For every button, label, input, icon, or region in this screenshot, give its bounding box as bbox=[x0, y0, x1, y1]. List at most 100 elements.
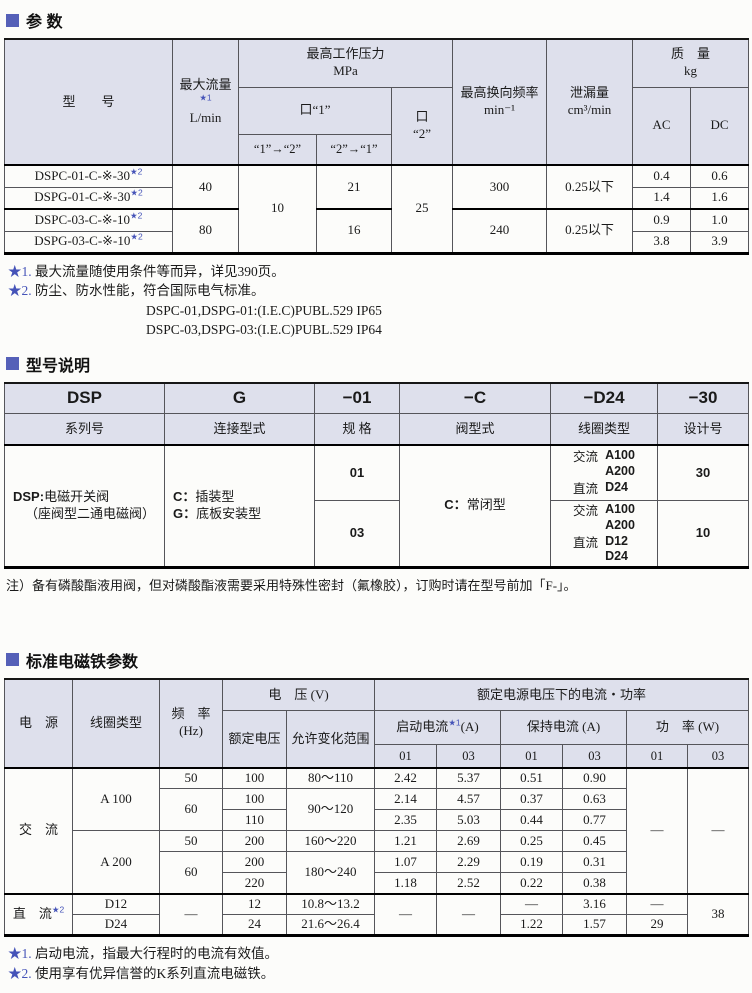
label-series: 系列号 bbox=[4, 413, 165, 446]
hz-cell: — bbox=[159, 892, 223, 937]
section-bullet-icon bbox=[6, 653, 19, 667]
table-row: D24 24 21.6～26.4 1.22 1.57 29 bbox=[5, 914, 749, 937]
header-mass: 质 量 kg bbox=[631, 38, 750, 88]
section-title-parameters: 参 数 bbox=[6, 8, 748, 32]
header-coil-type: 线圈类型 bbox=[72, 678, 160, 769]
footnote-ref: ★2 bbox=[130, 166, 143, 177]
footnote: ★2. 防尘、防水性能，符合国际电气标准。 bbox=[8, 283, 265, 299]
hz-cell: 50 bbox=[159, 766, 223, 790]
model-designation-note: 注）备有磷酸酯液用阀，但对磷酸酯液需要采用特殊性密封（氟橡胶），订购时请在型号前… bbox=[6, 577, 577, 593]
label-design: 设计号 bbox=[657, 413, 749, 446]
footnote-ref: ★1 bbox=[199, 92, 212, 103]
header-max-pressure: 最高工作压力 MPa bbox=[238, 38, 453, 88]
model-cell: DSPC-01-C-※-30★2 bbox=[4, 164, 173, 188]
inrush-01-cell: 1.21 bbox=[374, 830, 438, 853]
inrush-01-cell: 2.14 bbox=[374, 788, 438, 811]
label-valve-type: 阀型式 bbox=[399, 413, 551, 446]
parameters-footnotes: ★1. 最大流量随使用条件等而异，详见390页。 ★2. 防尘、防水性能，符合国… bbox=[8, 262, 748, 340]
connection-desc-cell: C：插装型 G：底板安装型 bbox=[164, 443, 315, 568]
coil-cell: A 100 bbox=[72, 766, 160, 832]
footnote-ref: ★2 bbox=[130, 210, 143, 221]
rated-v-cell: 24 bbox=[222, 914, 287, 937]
leakage-cell: 0.25以下 bbox=[546, 164, 633, 210]
power-dc-cell: 直 流★2 bbox=[4, 892, 73, 937]
footnote-ref: ★1 bbox=[448, 717, 461, 728]
hold-03-cell: 0.63 bbox=[562, 788, 628, 811]
power-01-cell: — bbox=[626, 766, 689, 895]
power-ac-cell: 交 流 bbox=[4, 766, 73, 895]
footnote: ★1. 启动电流，指最大行程时的电流有效值。 bbox=[8, 946, 278, 962]
header-frequency: 频 率 (Hz) bbox=[159, 678, 223, 769]
mass-ac-cell: 0.4 bbox=[632, 164, 691, 188]
header-size-03: 03 bbox=[687, 744, 750, 769]
inrush-03-cell: — bbox=[436, 892, 502, 937]
parameters-table: 型 号 最大流量★1 L/min 最高工作压力 MPa 最高换向频率 min⁻¹ 泄… bbox=[4, 38, 750, 255]
header-size-03: 03 bbox=[436, 744, 502, 769]
code-series: DSP bbox=[4, 382, 165, 415]
table-row: 交 流 A 100 50 100 80～110 2.42 5.37 0.51 0… bbox=[4, 766, 750, 895]
pressure-2to1-cell: 16 bbox=[316, 208, 392, 254]
inrush-03-cell: 5.37 bbox=[436, 766, 502, 790]
hold-01-cell: 0.51 bbox=[500, 766, 564, 790]
code-coil-type: −D24 bbox=[550, 382, 658, 415]
header-size-01: 01 bbox=[500, 744, 564, 769]
header-voltage-range: 允许变化范围 bbox=[285, 710, 376, 769]
header-dir-2to1: “2”→“1” bbox=[316, 133, 392, 166]
flow-cell: 80 bbox=[172, 208, 239, 254]
inrush-01-cell: 2.42 bbox=[374, 766, 438, 790]
model-cell: DSPG-03-C-※-10★2 bbox=[4, 230, 173, 254]
range-cell: 10.8～13.2 bbox=[285, 892, 376, 916]
header-model: 型 号 bbox=[4, 38, 173, 166]
pressure-1to2-cell: 10 bbox=[238, 164, 317, 254]
range-cell: 80～110 bbox=[285, 766, 376, 790]
header-voltage: 电 压 (V) bbox=[221, 678, 376, 712]
section-title-text: 型号说明 bbox=[26, 357, 91, 375]
header-size-03: 03 bbox=[562, 744, 628, 769]
range-cell: 21.6～26.4 bbox=[285, 914, 376, 937]
coil-type-cell: 交流 A100 A200 直流 D24 bbox=[550, 443, 658, 502]
code-design: −30 bbox=[657, 382, 749, 415]
hold-01-cell: 0.19 bbox=[500, 851, 564, 874]
footnote: ★1. 最大流量随使用条件等而异，详见390页。 bbox=[8, 263, 285, 279]
hz-cell: 50 bbox=[159, 830, 223, 853]
hold-03-cell: 0.77 bbox=[562, 809, 628, 832]
coil-cell: D12 bbox=[72, 892, 160, 916]
hz-cell: 60 bbox=[159, 851, 223, 895]
label-coil-type: 线圈类型 bbox=[550, 413, 658, 446]
power-03-cell: — bbox=[687, 766, 750, 895]
hold-01-cell: 1.22 bbox=[500, 914, 564, 937]
model-designation-table: DSP G −01 −C −D24 −30 系列号 连接型式 规 格 阀型式 线… bbox=[4, 381, 749, 569]
table-row: A 200 50 200 160～220 1.21 2.69 0.25 0.45 bbox=[5, 830, 749, 895]
inrush-01-cell: 1.07 bbox=[374, 851, 438, 874]
model-cell: DSPC-03-C-※-10★2 bbox=[4, 208, 173, 232]
hold-03-cell: 3.16 bbox=[562, 892, 628, 916]
mass-dc-cell: 0.6 bbox=[689, 164, 750, 188]
hold-03-cell: 0.90 bbox=[562, 766, 628, 790]
section-title-model-designation: 型号说明 bbox=[6, 352, 748, 376]
solenoid-footnotes: ★1. 启动电流，指最大行程时的电流有效值。 ★2. 使用享有优异信誉的K系列直… bbox=[8, 944, 748, 983]
flow-cell: 40 bbox=[172, 164, 239, 210]
port2-pressure-cell: 25 bbox=[391, 164, 453, 254]
inrush-03-cell: 4.57 bbox=[436, 788, 502, 811]
coil-cell: A 200 bbox=[72, 830, 160, 895]
table-row: DSPG-01-C-※-30★2 1.4 1.6 bbox=[4, 186, 750, 210]
frequency-cell: 300 bbox=[452, 164, 547, 210]
mass-dc-cell: 3.9 bbox=[689, 230, 750, 254]
footnote-ref: ★2 bbox=[51, 904, 65, 915]
hold-03-cell: 0.45 bbox=[562, 830, 628, 853]
table-row: 直 流★2 D12 — 12 10.8～13.2 — — — 3.16 — 38 bbox=[4, 892, 750, 937]
table-row: DSPC-01-C-※-30★2 40 10 21 25 300 0.25以下 … bbox=[4, 164, 750, 254]
hold-01-cell: 0.44 bbox=[500, 809, 564, 832]
section-title-solenoid-parameters: 标准电磁铁参数 bbox=[6, 648, 748, 672]
rated-v-cell: 100 bbox=[222, 788, 287, 811]
power-01-cell: — bbox=[626, 892, 689, 916]
inrush-03-cell: 2.69 bbox=[436, 830, 502, 853]
table-row: 220 1.18 2.52 0.22 0.38 bbox=[5, 872, 749, 895]
header-inrush-current: 启动电流★1(A) bbox=[374, 710, 502, 746]
inrush-01-cell: — bbox=[374, 892, 438, 937]
table-row: DSPC-03-C-※-10★2 80 16 240 0.25以下 0.9 1.… bbox=[4, 208, 750, 254]
header-size-01: 01 bbox=[374, 744, 438, 769]
section-title-text: 参 数 bbox=[26, 14, 63, 31]
header-leakage: 泄漏量 cm³/min bbox=[546, 38, 633, 166]
